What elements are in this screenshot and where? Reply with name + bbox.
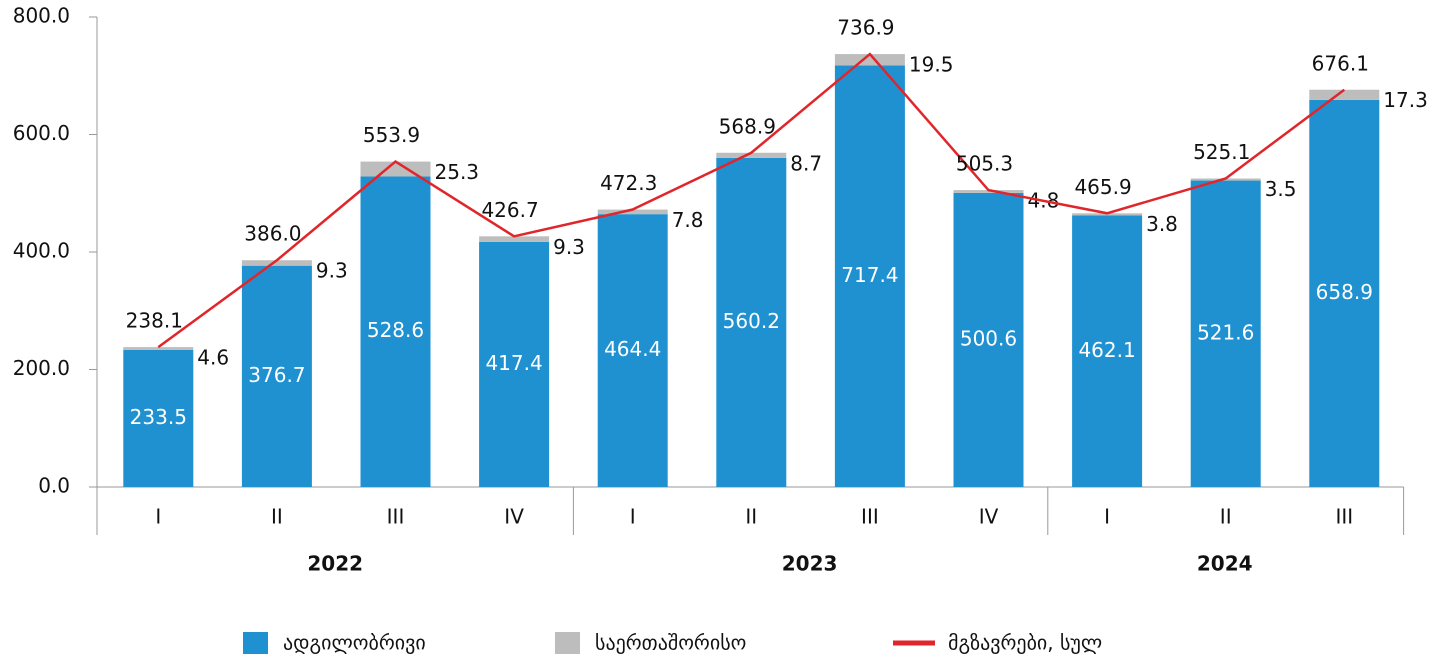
y-tick-label: 200.0 [13, 356, 70, 380]
legend-swatch [243, 632, 268, 654]
bar-label: 3.5 [1265, 177, 1297, 201]
bar [360, 161, 431, 177]
bar-label: 9.3 [316, 259, 348, 283]
bar [360, 176, 431, 487]
group-label: 2022 [307, 552, 363, 576]
bar-label: 376.7 [248, 363, 305, 387]
line-label: 465.9 [1074, 175, 1131, 199]
bar [241, 260, 312, 266]
bar [953, 190, 1024, 193]
line-label: 553.9 [363, 123, 420, 147]
group-label: 2024 [1197, 552, 1253, 576]
line-label: 426.7 [481, 198, 538, 222]
bar-label: 717.4 [841, 263, 898, 287]
x-tick-label: IV [504, 505, 524, 529]
bar-label: 4.6 [197, 346, 229, 370]
legend-label: მგზავრები, სულ [948, 631, 1102, 655]
bar-label: 560.2 [723, 309, 780, 333]
group-label: 2023 [782, 552, 838, 576]
x-tick-label: III [387, 505, 405, 529]
line-label: 736.9 [837, 16, 894, 40]
x-tick-label: III [1335, 505, 1353, 529]
bar-label: 9.3 [553, 235, 585, 259]
legend-label: ადგილობრივი [283, 631, 426, 655]
line-label: 525.1 [1193, 140, 1250, 164]
x-tick-label: II [745, 505, 757, 529]
bar [1072, 215, 1143, 488]
bar [597, 209, 668, 215]
bar [479, 236, 550, 242]
y-tick-label: 0.0 [38, 474, 70, 498]
x-tick-label: I [630, 505, 636, 529]
bar-label: 417.4 [485, 351, 542, 375]
x-tick-label: I [1104, 505, 1110, 529]
bar [123, 347, 194, 350]
line-label: 238.1 [126, 309, 183, 333]
bar-label: 19.5 [909, 53, 954, 77]
line-label: 568.9 [719, 114, 776, 138]
bar [241, 265, 312, 487]
bar [479, 241, 550, 487]
line-label: 505.3 [956, 152, 1013, 176]
bar-label: 500.6 [960, 326, 1017, 350]
bar [716, 152, 787, 158]
x-tick-label: II [1220, 505, 1232, 529]
bar [834, 54, 905, 66]
x-tick-label: I [155, 505, 161, 529]
bar [123, 349, 194, 487]
total-line [157, 52, 1346, 349]
bar [1309, 99, 1380, 488]
bar-label: 25.3 [435, 160, 480, 184]
bar [597, 214, 668, 488]
bar-label: 528.6 [367, 318, 424, 342]
bar [1309, 89, 1380, 100]
bar [834, 65, 905, 487]
x-tick-label: II [271, 505, 283, 529]
legend-label: საერთაშორისო [595, 631, 746, 655]
bar-label: 233.5 [130, 405, 187, 429]
x-tick-label: IV [979, 505, 999, 529]
line-label: 472.3 [600, 171, 657, 195]
y-tick-label: 400.0 [13, 239, 70, 263]
x-tick-label: III [861, 505, 879, 529]
bar-label: 7.8 [672, 208, 704, 232]
bar-label: 521.6 [1197, 320, 1254, 344]
line-label: 676.1 [1312, 51, 1369, 75]
bar-label: 464.4 [604, 337, 661, 361]
bar-label: 8.7 [790, 151, 822, 175]
bar [716, 157, 787, 487]
line-label: 386.0 [244, 222, 301, 246]
bar [1190, 180, 1261, 487]
y-tick-label: 600.0 [13, 121, 70, 145]
bar-label: 17.3 [1383, 88, 1428, 112]
y-tick-label: 800.0 [13, 4, 70, 28]
bar [953, 192, 1024, 487]
legend-swatch [555, 632, 580, 654]
bar-label: 3.8 [1146, 212, 1178, 236]
bar-label: 462.1 [1078, 338, 1135, 362]
bar-label: 658.9 [1316, 280, 1373, 304]
